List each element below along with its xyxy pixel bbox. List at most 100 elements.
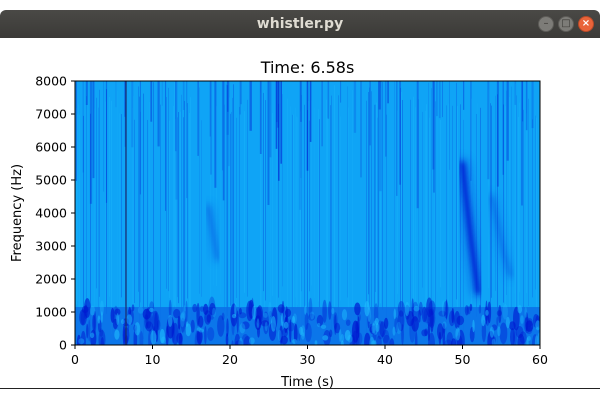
band-blob — [154, 312, 159, 336]
noise-streak — [183, 117, 184, 334]
noise-streak — [369, 87, 370, 322]
band-blob — [114, 308, 121, 316]
band-highlight — [314, 340, 318, 345]
impulse-streak — [496, 81, 499, 187]
band-highlight — [121, 319, 125, 325]
noise-streak — [282, 94, 283, 287]
noise-streak — [401, 91, 402, 341]
impulse-streak — [278, 81, 280, 181]
noise-streak — [287, 98, 288, 327]
band-blob — [469, 303, 473, 312]
band-blob — [525, 326, 533, 335]
band-highlight — [116, 313, 119, 326]
impulse-streak — [226, 81, 229, 135]
band-blob — [421, 329, 428, 337]
plot-area: Time: 6.58s 0 10 20 30 40 50 60 0 1000 2000 3000 4… — [0, 38, 600, 390]
y-tick-label: 1000 — [35, 305, 67, 320]
band-blob — [428, 308, 436, 329]
band-blob — [293, 323, 298, 344]
x-tick-label: 50 — [455, 352, 471, 367]
impulse-streak — [306, 81, 309, 171]
band-highlight — [134, 322, 141, 336]
band-blob — [238, 307, 242, 315]
band-blob — [166, 316, 175, 339]
band-highlight — [331, 307, 335, 315]
maximize-button[interactable]: □ — [558, 16, 574, 32]
band-blob — [199, 305, 204, 312]
band-highlight — [97, 315, 101, 324]
noise-streak — [132, 108, 133, 319]
band-highlight — [304, 305, 307, 315]
noise-streak — [397, 110, 398, 294]
band-blob — [345, 319, 351, 326]
noise-streak — [431, 88, 432, 339]
noise-streak — [189, 112, 190, 331]
impulse-streaks — [75, 81, 534, 211]
noise-streak — [178, 112, 179, 304]
noise-streak — [415, 107, 416, 334]
close-icon: × — [581, 18, 591, 29]
band-highlight — [90, 332, 95, 339]
impulse-streak — [502, 81, 504, 175]
noise-streak — [261, 83, 262, 337]
band-highlight — [520, 315, 524, 324]
band-blob — [231, 340, 234, 345]
noise-streak — [490, 103, 491, 311]
band-highlight — [371, 323, 376, 334]
noise-streak — [327, 117, 328, 330]
noise-streak — [426, 104, 427, 320]
band-highlight — [185, 323, 192, 337]
chart-title: Time: 6.58s — [260, 58, 355, 77]
noise-streak — [460, 104, 461, 323]
y-tick-label: 4000 — [35, 206, 67, 221]
band-blob — [397, 301, 405, 317]
band-blob — [376, 335, 382, 345]
noise-streak — [326, 99, 327, 316]
band-highlight — [161, 336, 166, 344]
noise-streak — [276, 81, 277, 323]
noise-streak — [260, 92, 261, 317]
noise-streak — [477, 103, 478, 291]
band-highlight — [317, 322, 321, 327]
band-blob — [207, 327, 215, 342]
noise-streak — [106, 89, 107, 314]
band-highlight — [497, 326, 501, 337]
impulse-streak — [150, 81, 153, 122]
noise-streak — [307, 109, 308, 326]
impulse-streak — [124, 81, 126, 117]
noise-streak — [79, 114, 80, 339]
whistler-early — [207, 205, 219, 261]
impulse-streak — [175, 81, 178, 200]
noise-streak — [177, 117, 178, 298]
noise-streak — [216, 106, 217, 287]
band-blob — [426, 297, 433, 318]
minimize-button[interactable]: – — [538, 16, 554, 32]
band-blob — [226, 318, 229, 337]
noise-streak — [184, 100, 185, 307]
impulse-streak — [186, 81, 188, 199]
noise-streak — [239, 106, 240, 316]
close-button[interactable]: × — [578, 16, 594, 32]
band-highlight — [338, 329, 342, 343]
impulse-streak — [240, 81, 242, 105]
band-highlight — [489, 326, 494, 338]
noise-streak — [535, 115, 536, 290]
noise-streak — [233, 84, 234, 314]
noise-streak — [396, 81, 397, 342]
noise-streak — [340, 116, 341, 301]
window-titlebar[interactable]: whistler.py – □ × — [0, 10, 600, 38]
impulse-streak — [521, 81, 523, 206]
band-blob — [269, 310, 272, 317]
impulse-streak — [124, 81, 126, 147]
band-blob — [414, 330, 418, 345]
whistler-main — [460, 161, 480, 295]
noise-streak — [300, 111, 301, 328]
impulse-streak — [82, 81, 84, 173]
noise-streak — [280, 104, 281, 344]
band-blob — [194, 330, 201, 345]
impulse-streak — [227, 81, 229, 112]
band-blob — [451, 338, 457, 345]
band-blob — [382, 329, 390, 344]
impulse-streak — [378, 81, 381, 110]
noise-streak — [111, 100, 112, 334]
